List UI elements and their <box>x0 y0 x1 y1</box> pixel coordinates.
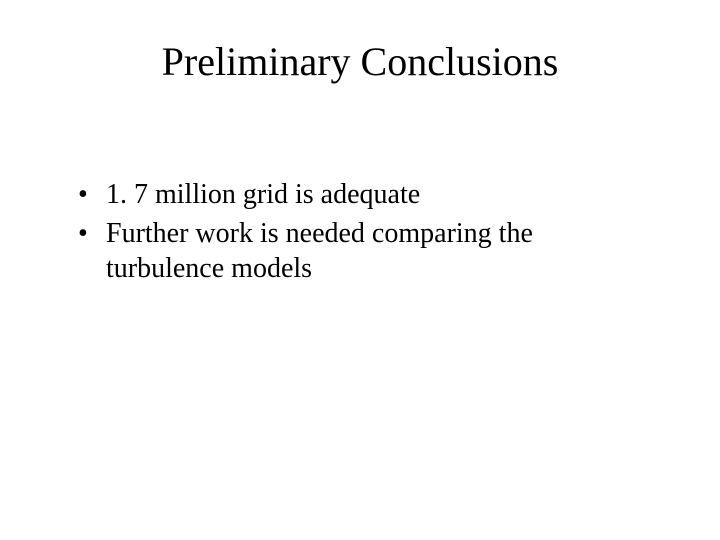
bullet-list: 1. 7 million grid is adequate Further wo… <box>0 177 720 286</box>
bullet-item: Further work is needed comparing the tur… <box>78 216 640 286</box>
bullet-item: 1. 7 million grid is adequate <box>78 177 640 212</box>
slide-title: Preliminary Conclusions <box>0 0 720 85</box>
